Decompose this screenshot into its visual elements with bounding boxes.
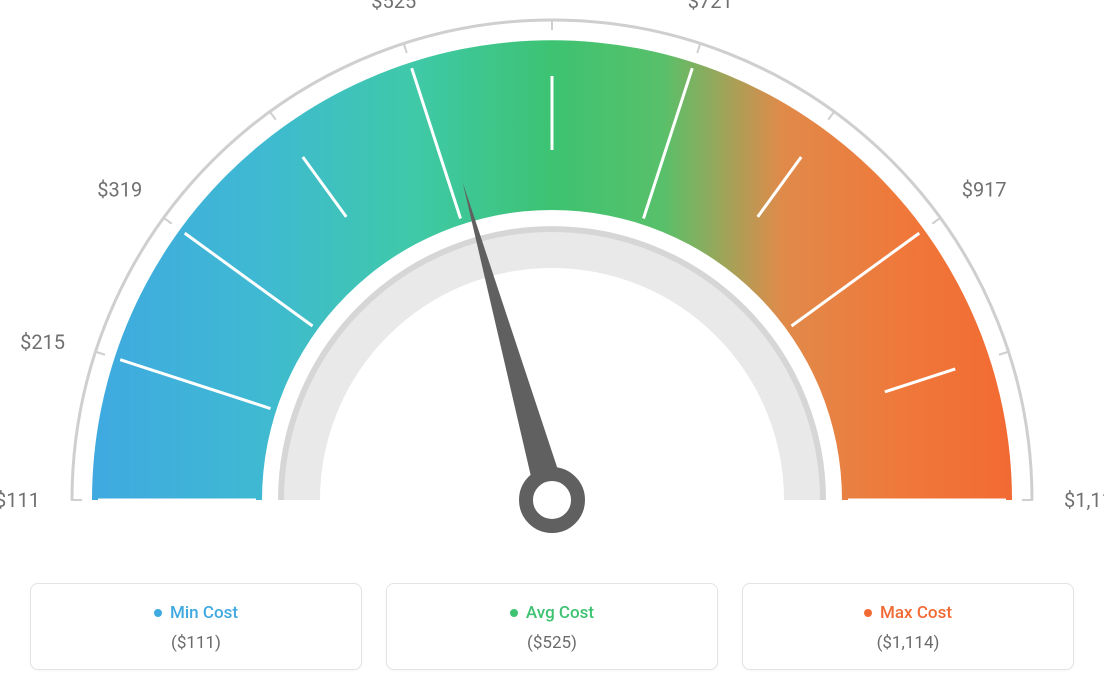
gauge-tick-label: $319: [97, 177, 142, 201]
legend-label-avg-text: Avg Cost: [526, 603, 594, 623]
legend-value-max: ($1,114): [753, 633, 1063, 653]
gauge-tick-label: $917: [962, 177, 1007, 201]
gauge-tick-label: $721: [688, 0, 733, 13]
legend-label-min-text: Min Cost: [170, 603, 238, 623]
legend-card-avg: Avg Cost ($525): [386, 583, 718, 670]
legend-label-min: Min Cost: [154, 603, 238, 623]
legend-label-max: Max Cost: [864, 603, 952, 623]
legend-dot-avg: [510, 609, 518, 617]
gauge-tick-label: $111: [0, 488, 40, 512]
gauge-tick-label: $215: [20, 330, 65, 354]
cost-gauge: $111 $215 $319 $525 $721 $917 $1,114: [0, 0, 1104, 560]
legend-dot-max: [864, 609, 872, 617]
legend-value-min: ($111): [41, 633, 351, 653]
gauge-tick-label: $525: [371, 0, 416, 13]
legend-value-avg: ($525): [397, 633, 707, 653]
legend-label-max-text: Max Cost: [880, 603, 952, 623]
legend-label-avg: Avg Cost: [510, 603, 594, 623]
legend-card-max: Max Cost ($1,114): [742, 583, 1074, 670]
legend-row: Min Cost ($111) Avg Cost ($525) Max Cost…: [30, 583, 1074, 670]
legend-dot-min: [154, 609, 162, 617]
gauge-tick-label: $1,114: [1064, 488, 1104, 512]
legend-card-min: Min Cost ($111): [30, 583, 362, 670]
